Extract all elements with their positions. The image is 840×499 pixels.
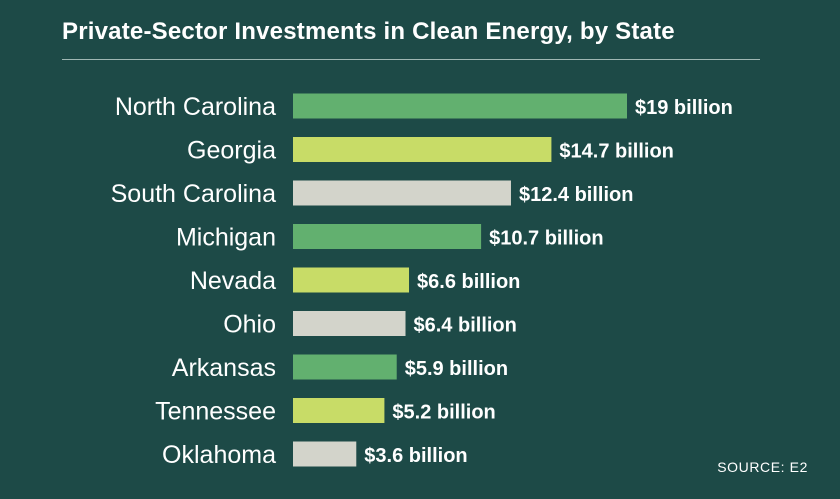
bar bbox=[293, 398, 385, 423]
bar bbox=[293, 180, 511, 206]
value-label: $19 billion bbox=[635, 97, 733, 119]
bar bbox=[293, 354, 397, 380]
category-label: North Carolina bbox=[115, 93, 276, 121]
bar bbox=[293, 137, 552, 162]
bar bbox=[293, 267, 410, 293]
value-label: $3.6 billion bbox=[364, 445, 467, 467]
category-label: Ohio bbox=[223, 311, 276, 339]
bar bbox=[293, 311, 406, 336]
value-label: $5.2 billion bbox=[392, 402, 495, 424]
value-label: $6.4 billion bbox=[414, 315, 517, 337]
category-label: Georgia bbox=[187, 137, 276, 165]
source-note: SOURCE: E2 bbox=[717, 459, 808, 475]
bar bbox=[293, 93, 627, 119]
category-label: Oklahoma bbox=[162, 441, 276, 469]
value-label: $10.7 billion bbox=[489, 228, 603, 250]
title-divider bbox=[62, 59, 760, 60]
value-label: $6.6 billion bbox=[417, 271, 520, 293]
value-label: $5.9 billion bbox=[405, 358, 508, 380]
chart-title: Private-Sector Investments in Clean Ener… bbox=[62, 18, 675, 45]
value-label: $14.7 billion bbox=[559, 141, 673, 163]
category-label: Tennessee bbox=[155, 398, 276, 426]
category-label: Michigan bbox=[176, 224, 276, 252]
category-label: Nevada bbox=[190, 267, 276, 295]
bar bbox=[293, 441, 357, 467]
bar bbox=[293, 224, 482, 249]
category-label: South Carolina bbox=[111, 180, 276, 208]
value-label: $12.4 billion bbox=[519, 184, 633, 206]
category-label: Arkansas bbox=[172, 354, 276, 382]
